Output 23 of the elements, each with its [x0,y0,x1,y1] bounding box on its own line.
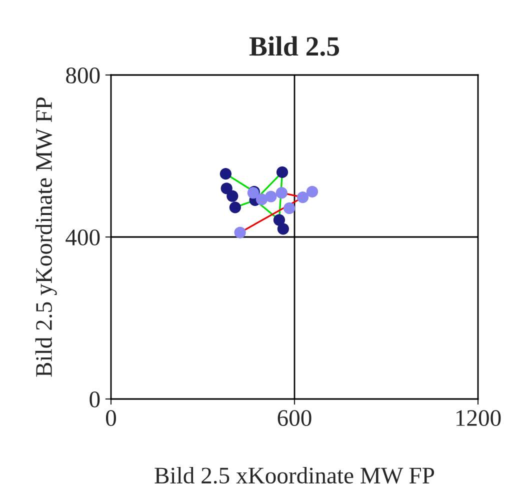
point [277,223,289,235]
point [229,202,241,214]
point [220,182,232,194]
point [256,194,268,206]
point [234,226,246,238]
x-tick-label: 0 [106,410,116,426]
point [296,192,309,204]
point [226,190,238,202]
x-tick-label: 1200 [456,410,501,426]
y-tick-label: 400 [66,229,100,246]
chart-title: Bild 2.5 [249,36,340,56]
x-axis-title: Bild 2.5 xKoordinate MW FP [154,466,434,484]
y-tick-label: 800 [66,67,100,84]
point [283,202,296,214]
point [220,168,232,180]
y-tick-label: 0 [90,391,100,408]
point [276,166,288,178]
point [265,190,277,202]
point [273,214,286,226]
x-tick-label: 600 [278,410,312,426]
point [276,187,288,199]
point [306,186,318,198]
y-axis-title: Bild 2.5 yKoordinate MW FP [35,97,57,377]
